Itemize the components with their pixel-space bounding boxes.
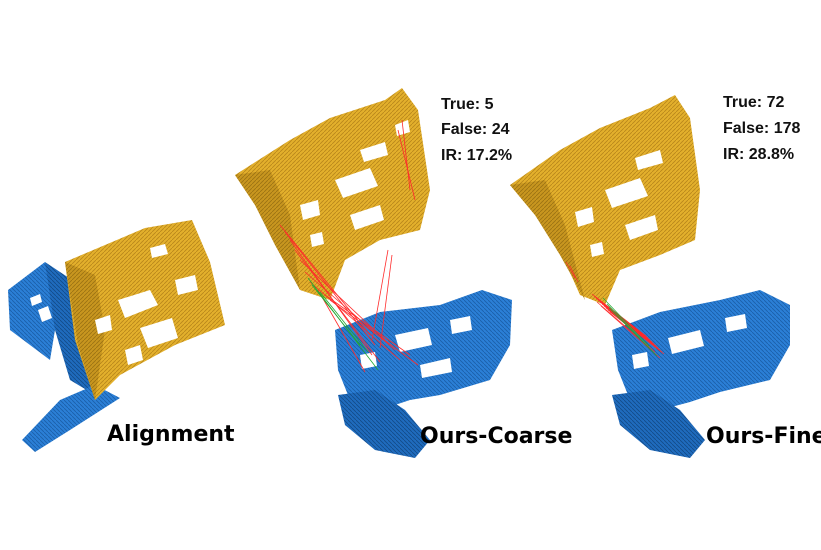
fine-panel (510, 95, 790, 458)
fine-false-count: False: 178 (723, 120, 801, 137)
fine-correspondences (565, 261, 665, 359)
coarse-inlier-ratio: IR: 17.2% (441, 147, 513, 164)
coarse-target-cloud (335, 290, 512, 458)
fine-true-count: True: 72 (723, 94, 785, 111)
alignment-caption: Alignment (107, 422, 235, 447)
coarse-source-cloud (235, 88, 430, 300)
coarse-false-count: False: 24 (441, 121, 510, 138)
coarse-correspondences (279, 119, 419, 373)
coarse-caption: Ours-Coarse (420, 424, 573, 449)
fine-target-cloud (612, 290, 790, 458)
coarse-true-count: True: 5 (441, 96, 494, 113)
coarse-panel (235, 88, 512, 458)
alignment-source-cloud (65, 220, 225, 400)
alignment-panel (8, 220, 225, 452)
fine-source-cloud (510, 95, 700, 305)
fine-inlier-ratio: IR: 28.8% (723, 146, 795, 163)
fine-caption: Ours-Fine (706, 424, 821, 449)
